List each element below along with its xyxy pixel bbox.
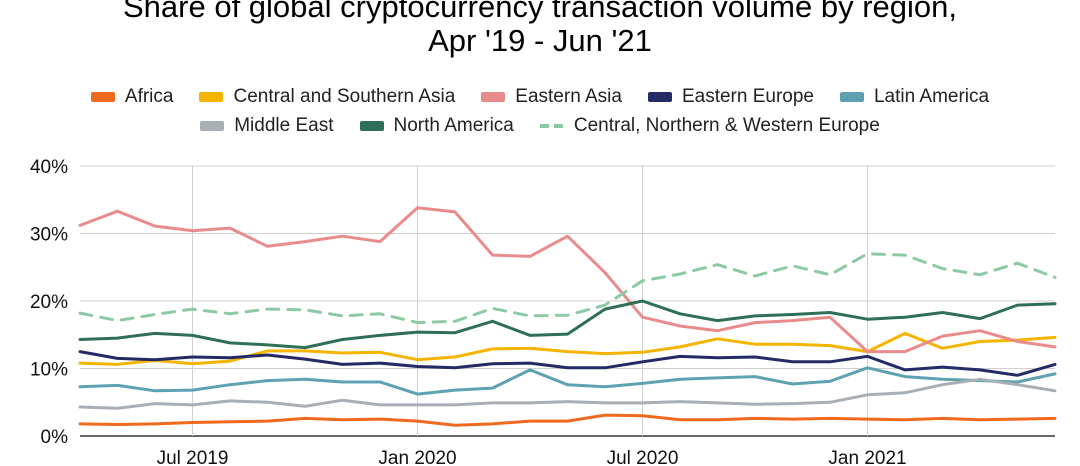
legend-label-eastern-asia: Eastern Asia — [515, 86, 622, 107]
y-tick-label: 20% — [30, 292, 68, 313]
legend-row-2: Middle East North America Central, North… — [0, 115, 1080, 137]
axis-labels: 0% 10% 20% 30% 40% Jul 2019 Jan 2020 Jul 2020 Ja… — [30, 157, 907, 466]
legend-item-central-southern-asia[interactable]: Central and Southern Asia — [199, 86, 455, 108]
series-line-central-northern-western-europe — [78, 252, 1057, 325]
legend-item-eastern-asia[interactable]: Eastern Asia — [481, 86, 622, 108]
series-line-africa — [78, 413, 1057, 427]
legend-item-africa[interactable]: Africa — [90, 86, 174, 108]
legend-label-africa: Africa — [124, 86, 174, 107]
legend-label-cnw-europe: Central, Northern & Western Europe — [573, 115, 880, 136]
x-tick-label: Jul 2020 — [607, 448, 679, 466]
legend-swatch-eastern-asia — [481, 92, 506, 102]
y-tick-label: 10% — [30, 360, 68, 381]
legend-label-central-southern-asia: Central and Southern Asia — [233, 86, 456, 107]
legend-swatch-middle-east — [200, 121, 225, 131]
x-tick-label: Jan 2021 — [828, 448, 906, 466]
legend-swatch-central-southern-asia — [199, 92, 224, 102]
legend-item-cnw-europe[interactable]: Central, Northern & Western Europe — [539, 115, 880, 137]
series-line-eastern-asia — [78, 206, 1057, 354]
legend-label-middle-east: Middle East — [234, 115, 334, 136]
legend-swatch-north-america — [359, 121, 384, 131]
gridlines — [80, 165, 1055, 437]
legend-item-north-america[interactable]: North America — [359, 115, 514, 137]
y-tick-label: 40% — [30, 157, 68, 178]
series-line-middle-east — [78, 377, 1057, 410]
series-line-north-america — [78, 299, 1057, 350]
legend-swatch-africa — [90, 92, 115, 102]
legend-item-latin-america[interactable]: Latin America — [839, 86, 990, 108]
chart-title-line-1: Share of global cryptocurrency transacti… — [123, 0, 957, 24]
legend-label-eastern-europe: Eastern Europe — [681, 86, 814, 107]
chart-title-line-2: Apr '19 - Jun '21 — [428, 23, 652, 58]
legend-item-middle-east[interactable]: Middle East — [200, 115, 334, 137]
series-line-eastern-europe — [78, 350, 1057, 377]
legend-swatch-cnw-europe — [539, 121, 564, 131]
legend-swatch-eastern-europe — [647, 92, 672, 102]
chart-title: Share of global cryptocurrency transacti… — [0, 0, 1080, 58]
legend-label-north-america: North America — [393, 115, 514, 136]
y-tick-label: 30% — [30, 225, 68, 246]
legend-label-latin-america: Latin America — [873, 86, 990, 107]
x-tick-label: Jul 2019 — [157, 448, 229, 466]
series-line-latin-america — [78, 366, 1057, 396]
legend-row-1: Africa Central and Southern Asia Eastern… — [0, 86, 1080, 108]
legend-swatch-latin-america — [839, 92, 864, 102]
y-tick-label: 0% — [41, 427, 69, 448]
x-tick-label: Jan 2020 — [378, 448, 456, 466]
series-lines — [78, 206, 1057, 427]
legend-item-eastern-europe[interactable]: Eastern Europe — [647, 86, 814, 108]
